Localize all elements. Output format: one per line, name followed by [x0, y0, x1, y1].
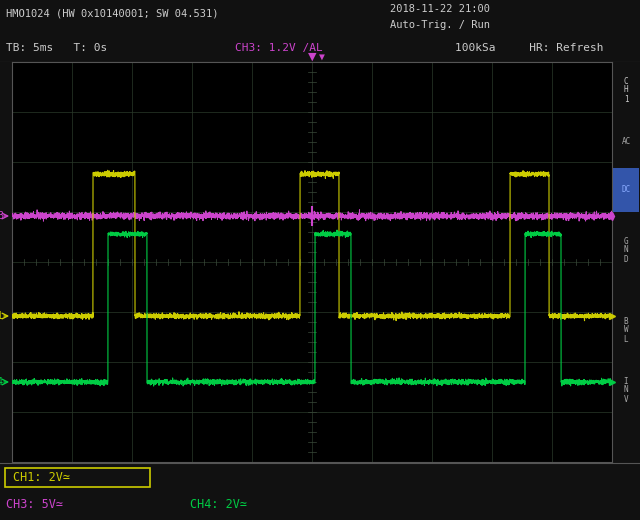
Text: 3: 3 — [0, 211, 3, 221]
Text: CH1: 2V≃: CH1: 2V≃ — [13, 471, 70, 484]
Text: I
N
V: I N V — [624, 376, 628, 404]
Text: G
N
D: G N D — [624, 237, 628, 264]
Text: Auto-Trig. / Run: Auto-Trig. / Run — [390, 20, 490, 30]
Bar — [5, 468, 150, 487]
Text: ▼: ▼ — [319, 52, 325, 62]
Text: 2018-11-22 21:00: 2018-11-22 21:00 — [390, 4, 490, 14]
Text: B
W
L: B W L — [624, 317, 628, 344]
Text: C
H
1: C H 1 — [624, 76, 628, 103]
Text: 1: 1 — [0, 311, 3, 321]
Bar — [613, 168, 639, 212]
Text: 100kSa     HR: Refresh: 100kSa HR: Refresh — [455, 43, 604, 53]
Text: CH3: 5V≃: CH3: 5V≃ — [6, 498, 63, 511]
Text: HMO1024 (HW 0x10140001; SW 04.531): HMO1024 (HW 0x10140001; SW 04.531) — [6, 8, 218, 18]
Text: ▼: ▼ — [308, 52, 316, 62]
Text: DC: DC — [621, 186, 630, 194]
Text: 4: 4 — [0, 377, 3, 387]
Text: TB: 5ms   T: 0s: TB: 5ms T: 0s — [6, 43, 108, 53]
Text: AC: AC — [621, 137, 630, 147]
Text: CH3: 1.2V /AL: CH3: 1.2V /AL — [235, 43, 323, 53]
Text: CH4: 2V≃: CH4: 2V≃ — [190, 498, 247, 511]
